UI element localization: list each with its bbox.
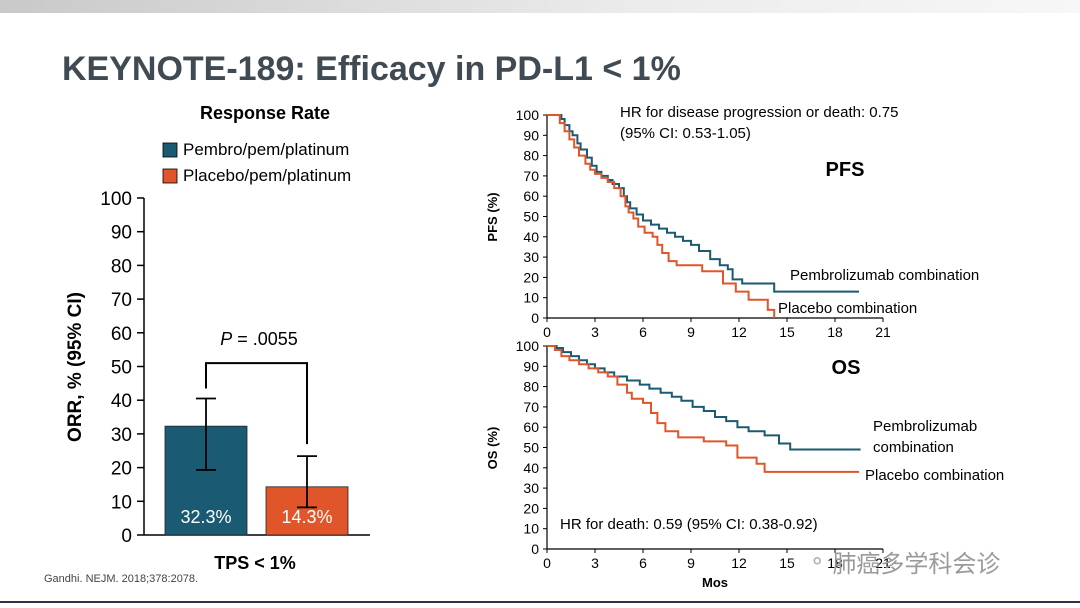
pfs-chart: 0 10 20 30 40 50 60 70 80 90 100 0 3 6 9 12 15 18 21 PFS … bbox=[485, 104, 979, 340]
watermark: ⚬ 肺癌多学科会诊 bbox=[808, 544, 1000, 579]
os-y-tick-label: 20 bbox=[523, 500, 539, 516]
pfs-y-tick-label: 20 bbox=[523, 269, 539, 285]
os-hr-annotation: HR for death: 0.59 (95% CI: 0.38-0.92) bbox=[560, 516, 818, 533]
os-x-axis-label: Mos bbox=[702, 575, 728, 590]
pfs-pembro-curve bbox=[547, 114, 859, 293]
pfs-y-tick-label: 30 bbox=[523, 249, 539, 265]
pfs-x-tick-label: 9 bbox=[687, 324, 695, 340]
pfs-x-tick-label: 18 bbox=[827, 324, 843, 340]
os-x-tick-label: 6 bbox=[639, 555, 647, 571]
os-placebo-curve bbox=[547, 345, 859, 473]
bar-y-tick-label: 30 bbox=[111, 425, 132, 446]
pfs-hr-annotation-line2: (95% CI: 0.53-1.05) bbox=[620, 125, 751, 142]
pfs-y-tick-label: 60 bbox=[523, 188, 539, 204]
legend-label-placebo: Placebo/pem/platinum bbox=[183, 166, 351, 185]
bar-y-tick-label: 40 bbox=[111, 391, 132, 412]
p-value-annotation: P = .0055 bbox=[220, 329, 298, 349]
bar-y-tick-label: 50 bbox=[111, 358, 132, 379]
watermark-text: 肺癌多学科会诊 bbox=[832, 551, 1001, 578]
os-chart-title: OS bbox=[832, 357, 861, 379]
top-decorative-bar bbox=[0, 0, 1080, 13]
legend-swatch-pembro bbox=[162, 142, 178, 158]
bar-y-tick-label: 0 bbox=[121, 526, 132, 547]
os-y-axis-label: OS (%) bbox=[485, 427, 500, 470]
wechat-icon: ⚬ bbox=[808, 548, 827, 574]
os-x-axis-ticks: 0 3 6 9 12 15 18 21 bbox=[543, 549, 891, 571]
pfs-x-tick-label: 3 bbox=[591, 324, 599, 340]
bar-series: 32.3% 14.3% bbox=[164, 397, 349, 536]
bar-y-tick-label: 70 bbox=[111, 290, 132, 311]
bottom-divider bbox=[0, 601, 1080, 603]
bar-y-tick-label: 80 bbox=[111, 256, 132, 277]
os-y-tick-label: 30 bbox=[523, 480, 539, 496]
os-y-tick-label: 100 bbox=[516, 338, 540, 354]
os-placebo-end-label: Placebo combination bbox=[865, 467, 1004, 484]
bar-y-tick-label: 60 bbox=[111, 324, 132, 345]
os-y-tick-label: 50 bbox=[523, 440, 539, 456]
legend-label-pembro: Pembro/pem/platinum bbox=[183, 140, 349, 159]
bar-x-axis-label: TPS < 1% bbox=[214, 553, 296, 573]
os-y-tick-label: 40 bbox=[523, 460, 539, 476]
p-value-bracket bbox=[205, 362, 308, 445]
bar-y-tick-label: 10 bbox=[111, 492, 132, 513]
os-y-tick-label: 0 bbox=[531, 541, 539, 557]
pfs-y-tick-label: 0 bbox=[531, 310, 539, 326]
os-pembro-end-label-line1: Pembrolizumab bbox=[873, 418, 977, 435]
bar-y-tick-label: 20 bbox=[111, 459, 132, 480]
pfs-y-axis-ticks: 0 10 20 30 40 50 60 70 80 90 100 bbox=[516, 107, 547, 326]
pfs-x-tick-label: 21 bbox=[875, 324, 891, 340]
os-x-tick-label: 18 bbox=[827, 555, 843, 571]
os-x-tick-label: 3 bbox=[591, 555, 599, 571]
pfs-chart-title: PFS bbox=[826, 159, 865, 181]
pfs-placebo-end-label: Placebo combination bbox=[778, 300, 917, 317]
pfs-pembro-end-label: Pembrolizumab combination bbox=[790, 267, 979, 284]
pfs-x-tick-label: 0 bbox=[543, 324, 551, 340]
pfs-x-axis-ticks: 0 3 6 9 12 15 18 21 bbox=[543, 318, 891, 340]
os-x-tick-label: 0 bbox=[543, 555, 551, 571]
pfs-y-tick-label: 80 bbox=[523, 148, 539, 164]
bar-y-tick-label: 90 bbox=[111, 223, 132, 244]
bar-y-tick-label: 100 bbox=[100, 189, 132, 210]
pfs-y-axis-label: PFS (%) bbox=[485, 192, 500, 241]
os-pembro-end-label-line2: combination bbox=[873, 439, 954, 456]
pfs-x-tick-label: 15 bbox=[779, 324, 795, 340]
pfs-placebo-curve bbox=[547, 114, 776, 318]
os-y-axis-ticks: 0 10 20 30 40 50 60 70 80 90 100 bbox=[516, 338, 547, 557]
pfs-y-tick-label: 50 bbox=[523, 209, 539, 225]
os-x-tick-label: 15 bbox=[779, 555, 795, 571]
legend-swatch-placebo bbox=[162, 168, 178, 184]
pfs-x-tick-label: 6 bbox=[639, 324, 647, 340]
bar-value-label: 14.3% bbox=[281, 507, 332, 527]
os-x-tick-label: 9 bbox=[687, 555, 695, 571]
os-y-tick-label: 90 bbox=[523, 358, 539, 374]
p-value-number: = .0055 bbox=[232, 329, 298, 349]
bar-y-axis-label: ORR, % (95% CI) bbox=[65, 292, 86, 442]
pfs-y-tick-label: 100 bbox=[516, 107, 540, 123]
os-x-tick-label: 12 bbox=[731, 555, 747, 571]
os-y-tick-label: 80 bbox=[523, 379, 539, 395]
slide-title: KEYNOTE-189: Efficacy in PD-L1 < 1% bbox=[62, 50, 681, 88]
pfs-y-tick-label: 10 bbox=[523, 290, 539, 306]
bar-y-axis-ticks: 0 10 20 30 40 50 60 70 80 90 100 bbox=[100, 189, 144, 547]
pfs-hr-annotation-line1: HR for disease progression or death: 0.7… bbox=[620, 104, 899, 121]
os-y-tick-label: 60 bbox=[523, 419, 539, 435]
pfs-y-tick-label: 70 bbox=[523, 168, 539, 184]
os-y-tick-label: 10 bbox=[523, 521, 539, 537]
os-chart: 0 10 20 30 40 50 60 70 80 90 100 0 3 6 9 12 15 18 21 OS (… bbox=[485, 338, 1004, 590]
response-rate-chart: Response Rate Pembro/pem/platinum Placeb… bbox=[65, 103, 370, 573]
bar-chart-title: Response Rate bbox=[200, 103, 330, 123]
bar-value-label: 32.3% bbox=[180, 507, 231, 527]
os-x-tick-label: 21 bbox=[875, 555, 891, 571]
pfs-y-tick-label: 90 bbox=[523, 127, 539, 143]
os-y-tick-label: 70 bbox=[523, 399, 539, 415]
os-pembro-curve bbox=[547, 345, 861, 451]
citation: Gandhi. NEJM. 2018;378:2078. bbox=[44, 573, 199, 585]
p-value-prefix: P bbox=[220, 329, 232, 349]
pfs-x-tick-label: 12 bbox=[731, 324, 747, 340]
pfs-y-tick-label: 40 bbox=[523, 229, 539, 245]
